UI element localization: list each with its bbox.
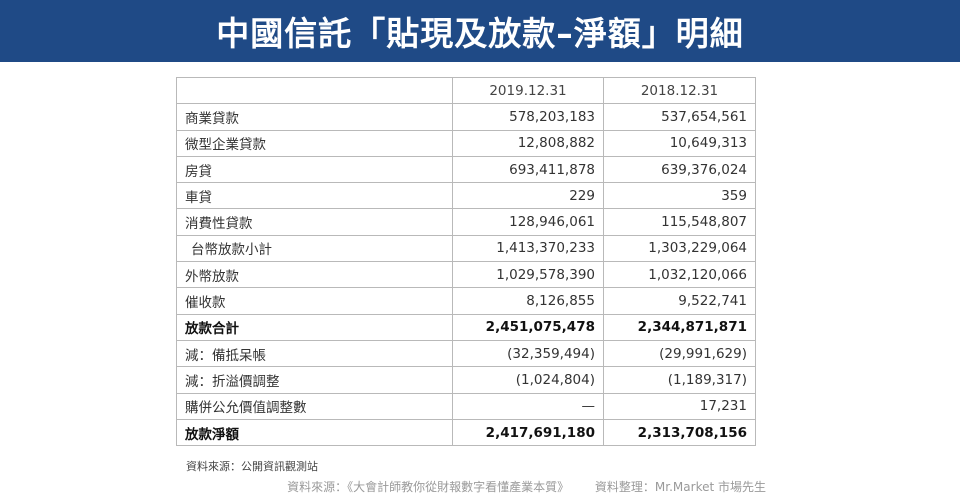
value-2019: 229	[452, 182, 604, 210]
value-2019: 2,451,075,478	[452, 313, 604, 341]
value-2018: (29,991,629)	[603, 339, 756, 368]
table-row: 購併公允價值調整數 — 17,231	[176, 392, 756, 420]
table-row: 催收款 8,126,855 9,522,741	[176, 287, 756, 315]
value-2019: (32,359,494)	[452, 339, 604, 368]
value-2019: 693,411,878	[452, 155, 604, 184]
column-header-2018: 2018.12.31	[603, 76, 756, 105]
row-label: 房貸	[176, 155, 453, 184]
column-header-item	[176, 76, 453, 105]
value-2018: 2,313,708,156	[603, 418, 756, 447]
value-2019: 1,029,578,390	[452, 261, 604, 289]
column-header-2019: 2019.12.31	[452, 76, 604, 105]
title-banner: 中國信託「貼現及放款–淨額」明細	[0, 0, 960, 62]
table-row-net: 放款淨額 2,417,691,180 2,313,708,156	[176, 418, 756, 447]
value-2018: 10,649,313	[603, 129, 756, 157]
value-2019: 578,203,183	[452, 103, 604, 131]
value-2018: 537,654,561	[603, 103, 756, 131]
row-label: 消費性貸款	[176, 208, 453, 236]
value-2019: 8,126,855	[452, 287, 604, 315]
row-label: 減：折溢價調整	[176, 366, 453, 394]
row-label: 外幣放款	[176, 261, 453, 289]
value-2019: 1,413,370,233	[452, 234, 604, 263]
value-2019: (1,024,804)	[452, 366, 604, 394]
table-row: 房貸 693,411,878 639,376,024	[176, 155, 756, 184]
row-label: 減：備抵呆帳	[176, 339, 453, 368]
row-label: 車貸	[176, 182, 453, 210]
value-2019: 128,946,061	[452, 208, 604, 236]
value-2018: 9,522,741	[603, 287, 756, 315]
value-2018: 639,376,024	[603, 155, 756, 184]
table-row-total: 放款合計 2,451,075,478 2,344,871,871	[176, 313, 756, 341]
table-row: 微型企業貸款 12,808,882 10,649,313	[176, 129, 756, 157]
value-2018: 17,231	[603, 392, 756, 420]
value-2019: 12,808,882	[452, 129, 604, 157]
value-2019: 2,417,691,180	[452, 418, 604, 447]
page-title: 中國信託「貼現及放款–淨額」明細	[216, 14, 744, 53]
value-2018: (1,189,317)	[603, 366, 756, 394]
table-row: 減：備抵呆帳 (32,359,494) (29,991,629)	[176, 339, 756, 368]
value-2018: 359	[603, 182, 756, 210]
row-label: 放款淨額	[176, 418, 453, 447]
table-row: 減：折溢價調整 (1,024,804) (1,189,317)	[176, 366, 756, 394]
table-row: 消費性貸款 128,946,061 115,548,807	[176, 208, 756, 236]
row-label: 購併公允價值調整數	[176, 392, 453, 420]
table-row-subtotal: 台幣放款小計 1,413,370,233 1,303,229,064	[176, 234, 756, 263]
table-row: 商業貸款 578,203,183 537,654,561	[176, 103, 756, 131]
footer-credits: 資料來源：《大會計師教你從財報數字看懂產業本質》 資料整理：Mr.Market …	[287, 478, 766, 495]
value-2018: 115,548,807	[603, 208, 756, 236]
value-2019: —	[452, 392, 604, 420]
value-2018: 1,032,120,066	[603, 261, 756, 289]
table-row: 車貸 229 359	[176, 182, 756, 210]
table-header-row: 2019.12.31 2018.12.31	[176, 76, 756, 105]
row-label: 催收款	[176, 287, 453, 315]
source-note: 資料來源：公開資訊觀測站	[186, 460, 318, 473]
value-2018: 1,303,229,064	[603, 234, 756, 263]
value-2018: 2,344,871,871	[603, 313, 756, 341]
row-label: 台幣放款小計	[176, 234, 453, 263]
row-label: 微型企業貸款	[176, 129, 453, 157]
loans-table: 2019.12.31 2018.12.31 商業貸款 578,203,183 5…	[176, 76, 756, 447]
table-row: 外幣放款 1,029,578,390 1,032,120,066	[176, 261, 756, 289]
footer-compiler: 資料整理：Mr.Market 市場先生	[594, 480, 766, 494]
row-label: 商業貸款	[176, 103, 453, 131]
row-label: 放款合計	[176, 313, 453, 341]
footer-source: 資料來源：《大會計師教你從財報數字看懂產業本質》	[287, 480, 570, 494]
